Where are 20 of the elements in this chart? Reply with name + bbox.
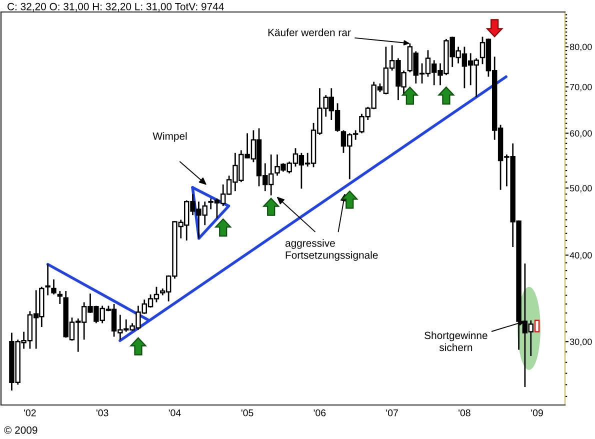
- annotation: aggressive Fortsetzungssignale: [285, 239, 378, 261]
- x-tick-label: '06: [314, 409, 326, 416]
- x-tick-label: '02: [24, 409, 36, 416]
- y-tick-label: 80,00: [570, 44, 592, 52]
- chart-title: C: 32,20 O: 31,00 H: 32,20 L: 31,00 TotV: 9744: [8, 2, 224, 12]
- text: © 2009: [4, 426, 38, 434]
- y-tick-label: 40,00: [570, 252, 592, 260]
- x-tick-label: '09: [531, 409, 543, 416]
- annotation: Käufer werden rar: [268, 28, 351, 36]
- annotation: Wimpel: [152, 132, 187, 142]
- y-tick-label: 60,00: [570, 130, 592, 138]
- y-tick-label: 70,00: [570, 84, 592, 92]
- x-tick-label: '08: [458, 409, 470, 416]
- annotation: Shortgewinne sichern: [424, 331, 488, 352]
- x-tick-label: '03: [96, 409, 108, 416]
- y-tick-label: 30,00: [570, 338, 592, 346]
- x-tick-label: '05: [241, 409, 254, 416]
- y-tick-label: 50,00: [570, 185, 592, 192]
- x-tick-label: '07: [386, 409, 398, 416]
- x-tick-label: '04: [168, 409, 181, 416]
